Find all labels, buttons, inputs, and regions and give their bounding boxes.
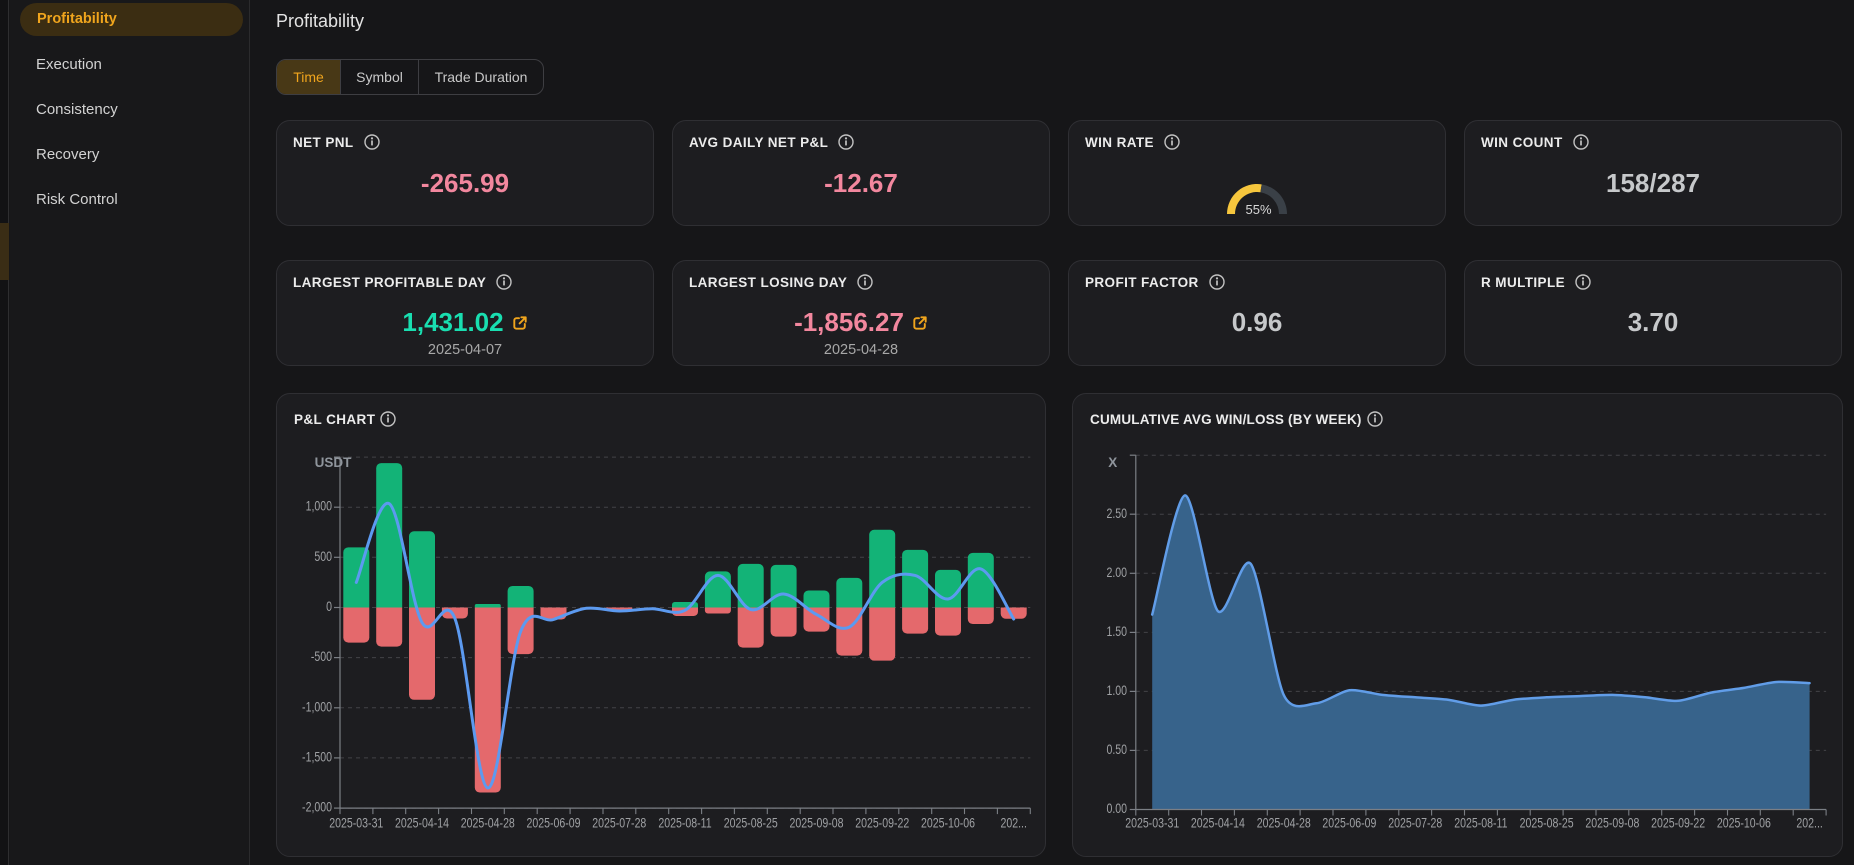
svg-text:2025-06-09: 2025-06-09 xyxy=(1322,815,1376,831)
svg-text:2025-10-06: 2025-10-06 xyxy=(921,815,975,831)
svg-text:2025-10-06: 2025-10-06 xyxy=(1717,815,1771,831)
svg-text:202...: 202... xyxy=(1796,815,1822,831)
svg-text:2025-08-11: 2025-08-11 xyxy=(658,815,711,831)
svg-text:2025-04-14: 2025-04-14 xyxy=(395,815,449,831)
svg-text:-1,500: -1,500 xyxy=(302,749,332,765)
svg-text:2025-07-28: 2025-07-28 xyxy=(592,815,646,831)
svg-text:-2,000: -2,000 xyxy=(302,799,332,815)
svg-text:1.50: 1.50 xyxy=(1106,623,1127,639)
svg-text:2.00: 2.00 xyxy=(1106,564,1127,580)
svg-text:-500: -500 xyxy=(311,649,332,665)
svg-text:-1,000: -1,000 xyxy=(302,699,332,715)
svg-text:2025-09-22: 2025-09-22 xyxy=(855,815,909,831)
svg-text:2025-09-08: 2025-09-08 xyxy=(1585,815,1639,831)
svg-text:2.50: 2.50 xyxy=(1106,505,1127,521)
svg-text:X: X xyxy=(1108,455,1117,470)
svg-text:0.50: 0.50 xyxy=(1106,741,1127,757)
svg-text:1,000: 1,000 xyxy=(306,498,333,514)
svg-text:2025-04-14: 2025-04-14 xyxy=(1191,815,1245,831)
svg-text:2025-03-31: 2025-03-31 xyxy=(1125,815,1179,831)
svg-text:P&L CHART: P&L CHART xyxy=(294,412,376,427)
svg-text:CUMULATIVE AVG WIN/LOSS (BY WE: CUMULATIVE AVG WIN/LOSS (BY WEEK) xyxy=(1090,412,1362,427)
svg-text:2025-08-25: 2025-08-25 xyxy=(1520,815,1574,831)
svg-text:500: 500 xyxy=(314,548,332,564)
svg-text:0.00: 0.00 xyxy=(1106,801,1127,817)
svg-text:2025-09-22: 2025-09-22 xyxy=(1651,815,1705,831)
svg-text:2025-09-08: 2025-09-08 xyxy=(789,815,843,831)
svg-text:2025-04-28: 2025-04-28 xyxy=(1257,815,1311,831)
svg-text:1.00: 1.00 xyxy=(1106,682,1127,698)
svg-text:2025-08-25: 2025-08-25 xyxy=(724,815,778,831)
svg-text:0: 0 xyxy=(326,599,332,615)
svg-text:2025-08-11: 2025-08-11 xyxy=(1454,815,1507,831)
svg-text:2025-06-09: 2025-06-09 xyxy=(526,815,580,831)
svg-text:2025-04-28: 2025-04-28 xyxy=(461,815,515,831)
svg-text:2025-03-31: 2025-03-31 xyxy=(329,815,383,831)
svg-text:2025-07-28: 2025-07-28 xyxy=(1388,815,1442,831)
svg-text:USDT: USDT xyxy=(315,455,353,470)
svg-text:202...: 202... xyxy=(1000,815,1026,831)
